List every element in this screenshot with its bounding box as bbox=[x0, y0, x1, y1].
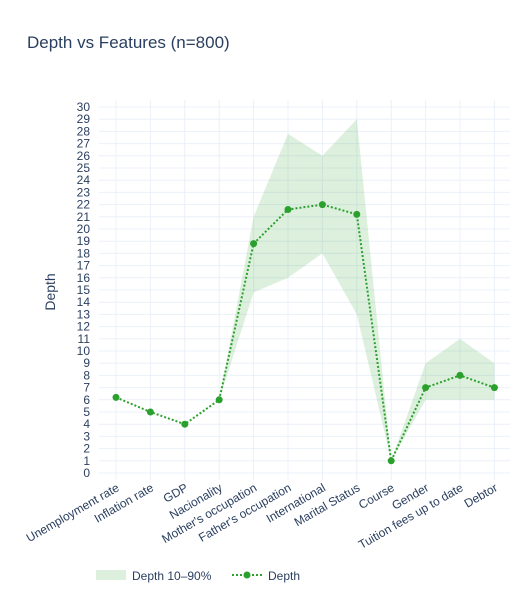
data-point[interactable] bbox=[181, 420, 189, 428]
y-tick-label: 0 bbox=[83, 466, 90, 480]
y-tick-label: 13 bbox=[77, 307, 91, 321]
x-tick-label: Course bbox=[356, 480, 397, 512]
y-tick-label: 2 bbox=[83, 442, 90, 456]
data-point[interactable] bbox=[490, 384, 498, 392]
band-area bbox=[116, 119, 495, 461]
y-axis-title: Depth bbox=[42, 273, 58, 310]
chart-title: Depth vs Features (n=800) bbox=[27, 33, 230, 52]
legend-band-swatch bbox=[96, 570, 126, 580]
y-tick-label: 22 bbox=[77, 198, 91, 212]
band-layer bbox=[116, 119, 495, 461]
data-point[interactable] bbox=[146, 408, 154, 416]
y-tick-label: 30 bbox=[77, 100, 91, 114]
gridlines bbox=[99, 100, 510, 480]
legend-line-marker bbox=[243, 571, 251, 579]
data-point[interactable] bbox=[284, 205, 292, 213]
y-tick-label: 17 bbox=[77, 259, 91, 273]
data-point[interactable] bbox=[387, 457, 395, 465]
legend-line-label: Depth bbox=[268, 569, 300, 583]
data-point[interactable] bbox=[215, 396, 223, 404]
y-tick-label: 4 bbox=[83, 417, 90, 431]
y-tick-label: 28 bbox=[77, 124, 91, 138]
data-point[interactable] bbox=[456, 371, 464, 379]
y-tick-label: 21 bbox=[77, 210, 91, 224]
y-tick-label: 10 bbox=[77, 344, 91, 358]
y-tick-label: 16 bbox=[77, 271, 91, 285]
y-tick-label: 29 bbox=[77, 112, 91, 126]
y-tick-label: 14 bbox=[77, 295, 91, 309]
data-point[interactable] bbox=[112, 393, 120, 401]
y-tick-label: 27 bbox=[77, 137, 91, 151]
data-point[interactable] bbox=[422, 384, 430, 392]
y-tick-label: 24 bbox=[77, 173, 91, 187]
y-tick-label: 5 bbox=[83, 405, 90, 419]
y-tick-label: 6 bbox=[83, 393, 90, 407]
legend-band-label: Depth 10–90% bbox=[132, 569, 212, 583]
y-tick-label: 11 bbox=[78, 332, 91, 346]
y-tick-label: 7 bbox=[83, 381, 90, 395]
y-tick-label: 1 bbox=[83, 454, 90, 468]
y-axis-ticks: 0123456789101112131415161718192021222324… bbox=[77, 100, 91, 480]
y-tick-label: 9 bbox=[83, 356, 90, 370]
x-tick-label: Debtor bbox=[462, 480, 500, 510]
y-tick-label: 26 bbox=[77, 149, 91, 163]
data-point[interactable] bbox=[250, 240, 258, 248]
y-tick-label: 12 bbox=[77, 320, 91, 334]
y-tick-label: 19 bbox=[77, 234, 91, 248]
legend[interactable]: Depth 10–90% Depth bbox=[96, 569, 300, 583]
y-tick-label: 8 bbox=[83, 368, 90, 382]
series-line bbox=[115, 203, 495, 465]
y-tick-label: 15 bbox=[77, 283, 91, 297]
data-point[interactable] bbox=[318, 201, 326, 209]
y-tick-label: 25 bbox=[77, 161, 91, 175]
data-point[interactable] bbox=[353, 210, 361, 218]
y-tick-label: 3 bbox=[83, 429, 90, 443]
y-tick-label: 23 bbox=[77, 185, 91, 199]
series-layer bbox=[112, 201, 498, 465]
y-tick-label: 20 bbox=[77, 222, 91, 236]
y-tick-label: 18 bbox=[77, 246, 91, 260]
